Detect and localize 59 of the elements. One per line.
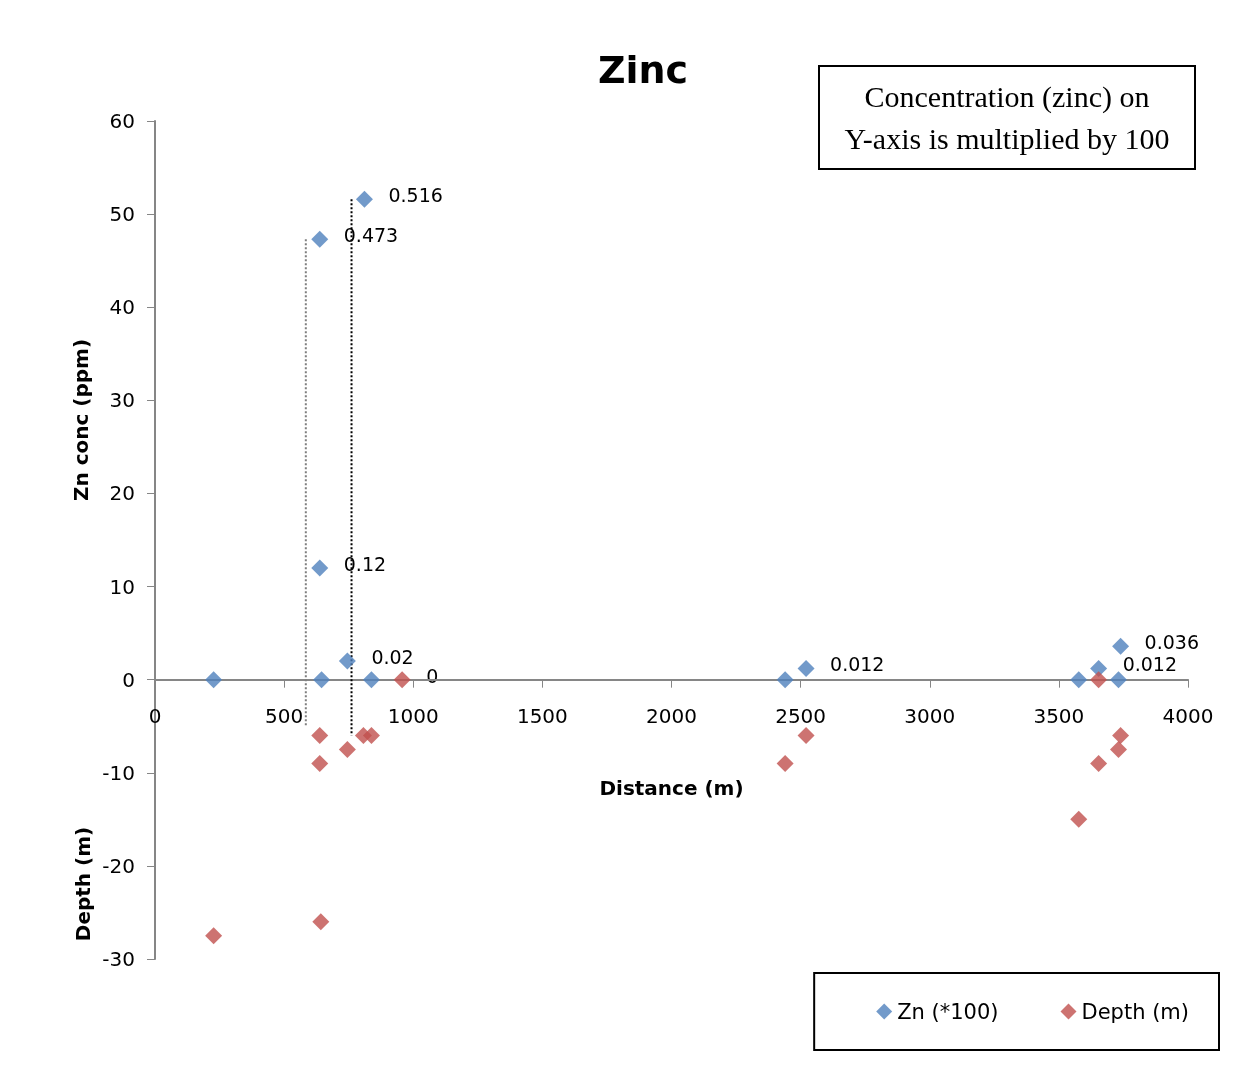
point	[1070, 671, 1088, 689]
chart-title: Zinc	[597, 48, 689, 92]
point	[1070, 810, 1088, 828]
annotation: 0.012	[830, 653, 885, 676]
point	[205, 671, 223, 689]
x-axis-title: Distance (m)	[599, 775, 744, 800]
point	[1110, 671, 1128, 689]
x-tick-label: 1500	[516, 703, 568, 728]
y-axis-title: Zn conc (ppm)	[69, 338, 94, 502]
y-tick-label: -20	[102, 853, 135, 878]
point	[311, 559, 329, 577]
x-tick-label: 3000	[904, 703, 956, 728]
point	[311, 727, 329, 745]
point	[1112, 637, 1130, 655]
y-tick-label: 0	[122, 667, 135, 692]
y-tick-label: -10	[102, 760, 135, 785]
x-tick-label: 1000	[387, 703, 439, 728]
annotation: Concentration (zinc) on Y-axis is multiplied by 100	[818, 65, 1196, 170]
legend-label: Zn (*100)	[897, 999, 999, 1024]
annotation: 0.012	[1122, 653, 1178, 676]
annotation: 0.516	[388, 184, 443, 207]
point	[1110, 741, 1128, 758]
y-tick-label: 30	[109, 388, 135, 413]
x-tick-label: 3500	[1033, 703, 1085, 728]
y-tick-label: 50	[109, 202, 135, 227]
annotation: 0.036	[1144, 631, 1199, 654]
text: Depth (m)	[71, 826, 95, 942]
y-tick-label: -30	[102, 947, 135, 971]
point	[355, 190, 373, 208]
point	[205, 927, 223, 945]
point	[393, 671, 411, 689]
point	[1090, 754, 1108, 772]
point	[1112, 727, 1130, 745]
x-tick-label: 0	[148, 703, 162, 728]
point	[1090, 671, 1108, 689]
x-tick-label: 4000	[1162, 703, 1214, 728]
annotation: 0.473	[343, 224, 399, 247]
y-tick-label: 40	[109, 295, 135, 320]
x-tick-label: 2500	[775, 703, 827, 728]
point	[362, 727, 380, 745]
annotation: 0.12	[343, 552, 387, 575]
point	[362, 671, 380, 689]
point	[338, 741, 356, 758]
point	[311, 230, 329, 248]
point	[313, 671, 331, 689]
point	[797, 659, 815, 677]
point	[312, 913, 330, 931]
point	[311, 754, 329, 772]
point	[797, 727, 815, 745]
x-tick-label: 500	[265, 703, 304, 728]
point	[776, 754, 794, 772]
point	[776, 671, 794, 689]
x-tick-label: 2000	[646, 703, 697, 728]
point	[338, 652, 356, 670]
y-tick-label: 60	[109, 109, 135, 133]
legend-label: Depth (m)	[1081, 999, 1189, 1024]
y-tick-label: 10	[109, 574, 135, 599]
y-tick-label: 20	[109, 481, 135, 506]
annotation: 0.02	[371, 646, 414, 669]
